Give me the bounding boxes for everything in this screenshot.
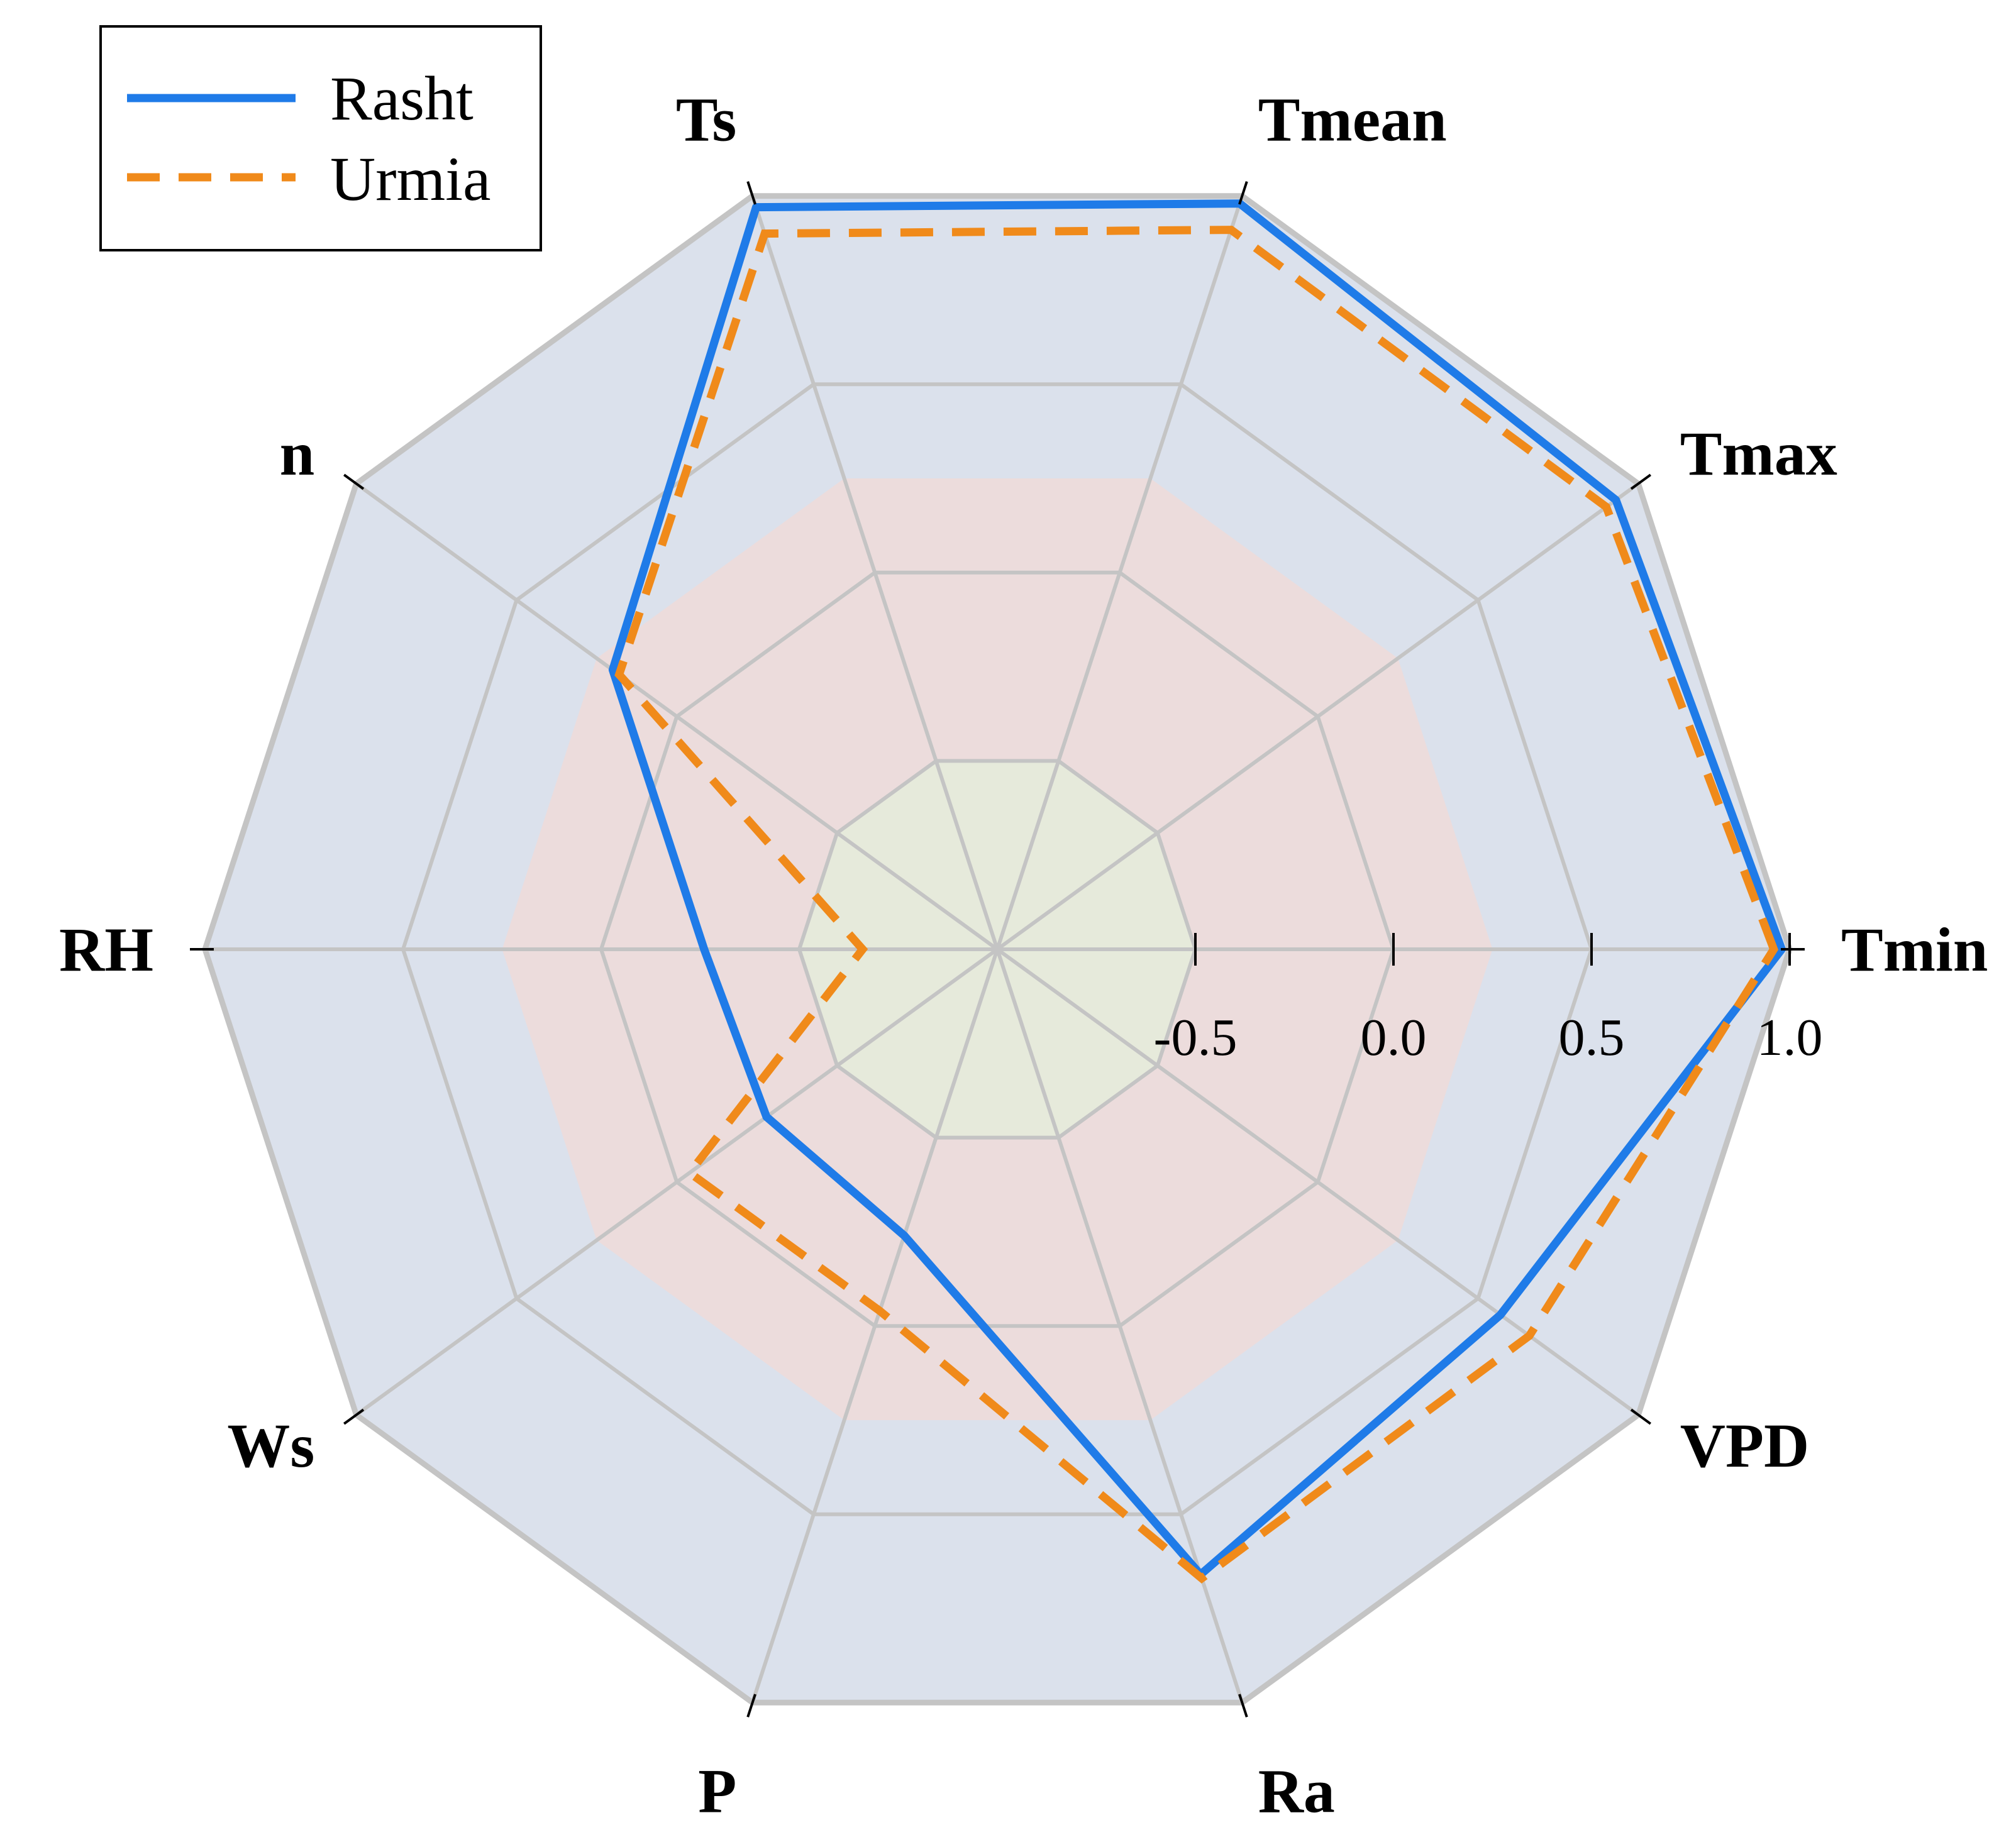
axis-label-tmax: Tmax [1680,419,1837,488]
axis-tick-vpd [1630,1408,1651,1425]
axis-tick-p [746,1694,756,1717]
grid-spoke-p [750,949,999,1704]
legend-label-rasht: Rasht [330,63,474,133]
chart-legend: Rasht Urmia [99,25,542,251]
tick-label-0: -0.5 [1154,1008,1238,1067]
axis-tick-tmean [1238,181,1248,205]
axis-label-n: n [280,419,315,488]
axis-tick-ts [746,181,756,205]
axis-label-p: P [698,1756,736,1826]
legend-label-urmia: Urmia [330,144,490,214]
axis-label-rh: RH [59,915,153,984]
axis-label-tmin: Tmin [1841,915,1988,984]
axis-tick-ra [1238,1694,1248,1717]
axis-label-ts: Ts [676,85,736,155]
legend-box [99,25,542,251]
grid-spoke-ts [750,195,999,950]
axis-tick-ws [343,1408,365,1425]
radar-series [608,199,1786,1584]
grid-spoke-n [355,482,999,951]
axis-tick-tmax [1630,473,1651,490]
series-line-urmia [614,226,1779,1584]
radar-axis-labels: Tmin Tmax Tmean Ts n RH Ws P Ra VPD [59,85,1988,1826]
grid-spoke-tmax [996,482,1640,951]
tick-label-3: 1.0 [1757,1008,1823,1067]
axis-label-tmean: Tmean [1258,85,1447,155]
axis-tick-n [343,473,365,490]
radar-ticks: -0.5 0.0 0.5 1.0 [1154,933,1823,1067]
tick-label-1: 0.0 [1361,1008,1427,1067]
grid-spoke-tmean [995,195,1244,950]
axis-label-ra: Ra [1258,1756,1335,1826]
tick-label-2: 0.5 [1559,1008,1625,1067]
axis-label-ws: Ws [227,1411,314,1480]
axis-label-vpd: VPD [1680,1411,1810,1480]
series-line-rasht [608,199,1786,1579]
grid-spoke-ws [355,947,999,1417]
